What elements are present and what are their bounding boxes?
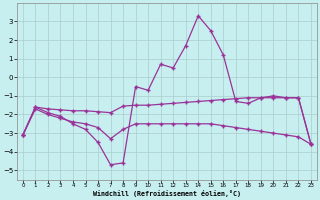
X-axis label: Windchill (Refroidissement éolien,°C): Windchill (Refroidissement éolien,°C): [93, 190, 241, 197]
